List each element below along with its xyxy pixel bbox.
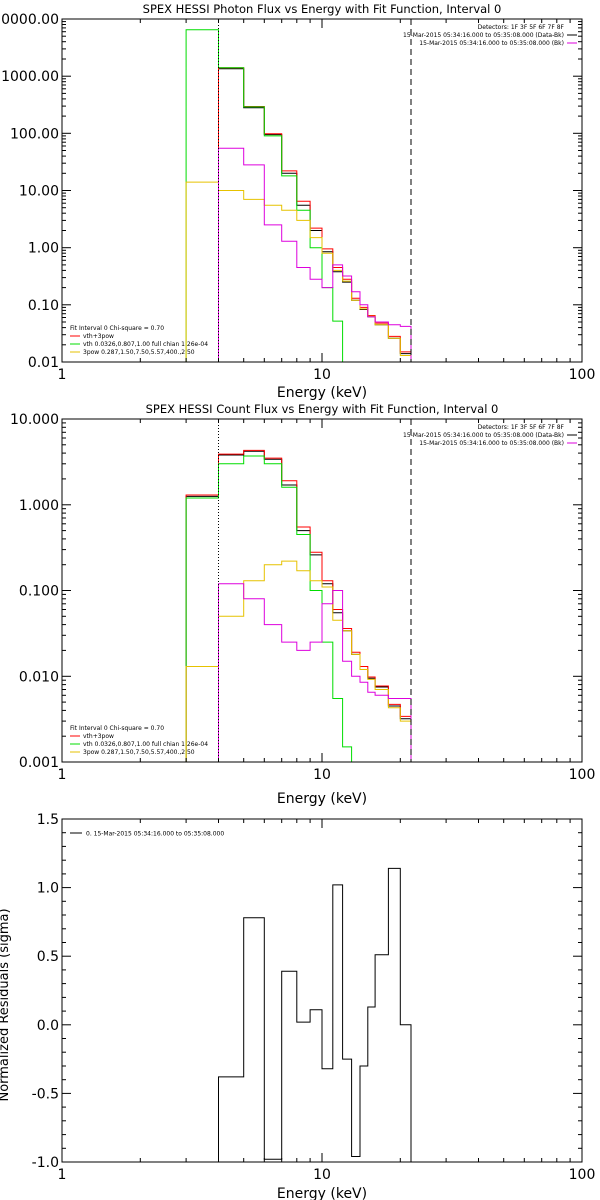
plot-area <box>218 867 412 1162</box>
legend-entry: vth 0.0326,0.807,1.00 full chian 1.26e-0… <box>83 741 208 748</box>
photon-flux-xlabel: Energy (keV) <box>277 385 367 401</box>
y-tick-label: 10000.00 <box>0 12 59 28</box>
y-tick-label: -1.0 <box>32 1155 59 1171</box>
series-vth-line <box>185 29 352 363</box>
photon-flux-legend-bottom-left: Fit Interval 0 Chi-square = 0.70vth+3pow… <box>70 325 208 356</box>
y-tick-label: 10.00 <box>19 184 59 200</box>
legend-entry: Detectors: 1F 3F 5F 6F 7F 8F <box>478 424 565 431</box>
series-3pow-line <box>185 181 412 362</box>
series-vth-3pow-line <box>218 67 412 362</box>
x-tick-label: 10 <box>313 767 331 783</box>
count-flux-title: SPEX HESSI Count Flux vs Energy with Fit… <box>146 402 499 416</box>
x-tick-label: 1 <box>58 1167 67 1183</box>
y-tick-label: 0.0 <box>37 1018 59 1034</box>
legend-entry: 3pow 0.287,1.50,7.50,5.57,400.,2.50 <box>83 349 195 356</box>
legend-entry: 15-Mar-2015 05:34:16.000 to 05:35:08.000… <box>419 440 564 447</box>
series-data-bk-line <box>185 450 412 762</box>
x-tick-label: 100 <box>569 367 596 383</box>
legend-entry: Fit Interval 0 Chi-square = 0.70 <box>70 325 164 332</box>
series-vth-3pow-line <box>185 449 412 762</box>
axes-frame <box>61 18 583 363</box>
plot-area <box>185 19 412 363</box>
y-tick-label: 10.000 <box>10 412 59 428</box>
residuals-panel: Energy (keV) Normalized Residuals (sigma… <box>0 812 595 1200</box>
y-tick-label: 100.00 <box>10 126 59 142</box>
series-3pow-line <box>185 560 412 762</box>
y-tick-label: 0.10 <box>28 298 59 314</box>
series-residuals-line <box>218 867 412 1162</box>
residuals-xlabel: Energy (keV) <box>277 1186 367 1200</box>
count-flux-legend-top-right: Detectors: 1F 3F 5F 6F 7F 8F15-Mar-2015 … <box>403 424 577 447</box>
x-tick-label: 1 <box>58 367 67 383</box>
x-tick-label: 1 <box>58 767 67 783</box>
axes-frame <box>61 818 583 1163</box>
y-tick-label: 0.5 <box>37 949 59 965</box>
legend-entry: 15-Mar-2015 05:34:16.000 to 05:35:08.000… <box>419 40 564 47</box>
residuals-ylabel: Normalized Residuals (sigma) <box>0 908 12 1101</box>
legend-entry: Detectors: 1F 3F 5F 6F 7F 8F <box>478 24 565 31</box>
y-tick-label: 1000.00 <box>1 69 59 85</box>
y-tick-label: 1.0 <box>37 881 59 897</box>
x-tick-label: 10 <box>313 367 331 383</box>
y-tick-label: 0.100 <box>19 584 59 600</box>
x-tick-label: 100 <box>569 767 596 783</box>
photon-flux-title: SPEX HESSI Photon Flux vs Energy with Fi… <box>143 2 502 16</box>
count-flux-xlabel: Energy (keV) <box>277 791 367 807</box>
legend-entry: vth+3pow <box>83 333 114 340</box>
residuals-legend-label: 0. 15-Mar-2015 05:34:16.000 to 05:35:08.… <box>86 831 224 838</box>
series-vth-line <box>185 455 353 762</box>
series-bk-line <box>218 147 412 362</box>
legend-entry: 15-Mar-2015 05:34:16.000 to 05:35:08.000… <box>403 432 564 439</box>
y-tick-label: -0.5 <box>32 1086 59 1102</box>
legend-entry: vth 0.0326,0.807,1.00 full chian 1.26e-0… <box>83 341 208 348</box>
series-data-bk-line <box>218 68 412 362</box>
x-tick-label: 100 <box>569 1167 596 1183</box>
legend-entry: vth+3pow <box>83 733 114 740</box>
residuals-legend: 0. 15-Mar-2015 05:34:16.000 to 05:35:08.… <box>70 831 224 838</box>
legend-entry: 3pow 0.287,1.50,7.50,5.57,400.,2.50 <box>83 749 195 756</box>
y-tick-label: 0.01 <box>28 355 59 371</box>
y-tick-label: 0.010 <box>19 669 59 685</box>
legend-entry: Fit Interval 0 Chi-square = 0.70 <box>70 725 164 732</box>
plot-area <box>185 419 412 762</box>
y-tick-label: 1.00 <box>28 241 59 257</box>
count-flux-legend-bottom-left: Fit Interval 0 Chi-square = 0.70vth+3pow… <box>70 725 208 756</box>
count-flux-panel: SPEX HESSI Count Flux vs Energy with Fit… <box>10 402 595 807</box>
y-tick-label: 1.5 <box>37 812 59 828</box>
series-bk-line <box>218 583 412 762</box>
photon-flux-legend-top-right: Detectors: 1F 3F 5F 6F 7F 8F15-Mar-2015 … <box>403 24 577 47</box>
x-tick-label: 10 <box>313 1167 331 1183</box>
legend-entry: 15-Mar-2015 05:34:16.000 to 05:35:08.000… <box>403 32 564 39</box>
photon-flux-panel: SPEX HESSI Photon Flux vs Energy with Fi… <box>0 2 595 401</box>
y-tick-label: 0.001 <box>19 755 59 771</box>
y-tick-label: 1.000 <box>19 498 59 514</box>
